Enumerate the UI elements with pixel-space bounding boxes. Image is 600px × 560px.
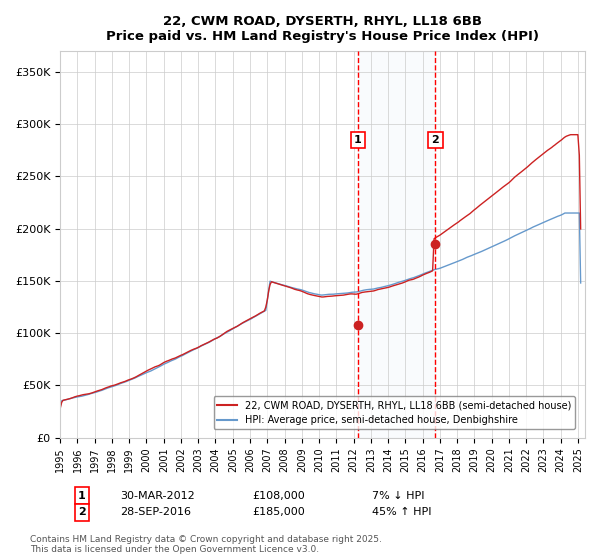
Text: 28-SEP-2016: 28-SEP-2016: [120, 507, 191, 517]
Text: £108,000: £108,000: [252, 491, 305, 501]
Legend: 22, CWM ROAD, DYSERTH, RHYL, LL18 6BB (semi-detached house), HPI: Average price,: 22, CWM ROAD, DYSERTH, RHYL, LL18 6BB (s…: [214, 396, 575, 429]
Text: £185,000: £185,000: [252, 507, 305, 517]
Text: 2: 2: [78, 507, 86, 517]
Text: 2: 2: [431, 135, 439, 145]
Bar: [358, 51, 436, 437]
Text: 45% ↑ HPI: 45% ↑ HPI: [372, 507, 431, 517]
Text: 1: 1: [354, 135, 362, 145]
Text: 1: 1: [78, 491, 86, 501]
Text: 7% ↓ HPI: 7% ↓ HPI: [372, 491, 425, 501]
Title: 22, CWM ROAD, DYSERTH, RHYL, LL18 6BB
Price paid vs. HM Land Registry's House Pr: 22, CWM ROAD, DYSERTH, RHYL, LL18 6BB Pr…: [106, 15, 539, 43]
Text: 30-MAR-2012: 30-MAR-2012: [120, 491, 195, 501]
Text: Contains HM Land Registry data © Crown copyright and database right 2025.
This d: Contains HM Land Registry data © Crown c…: [30, 535, 382, 554]
